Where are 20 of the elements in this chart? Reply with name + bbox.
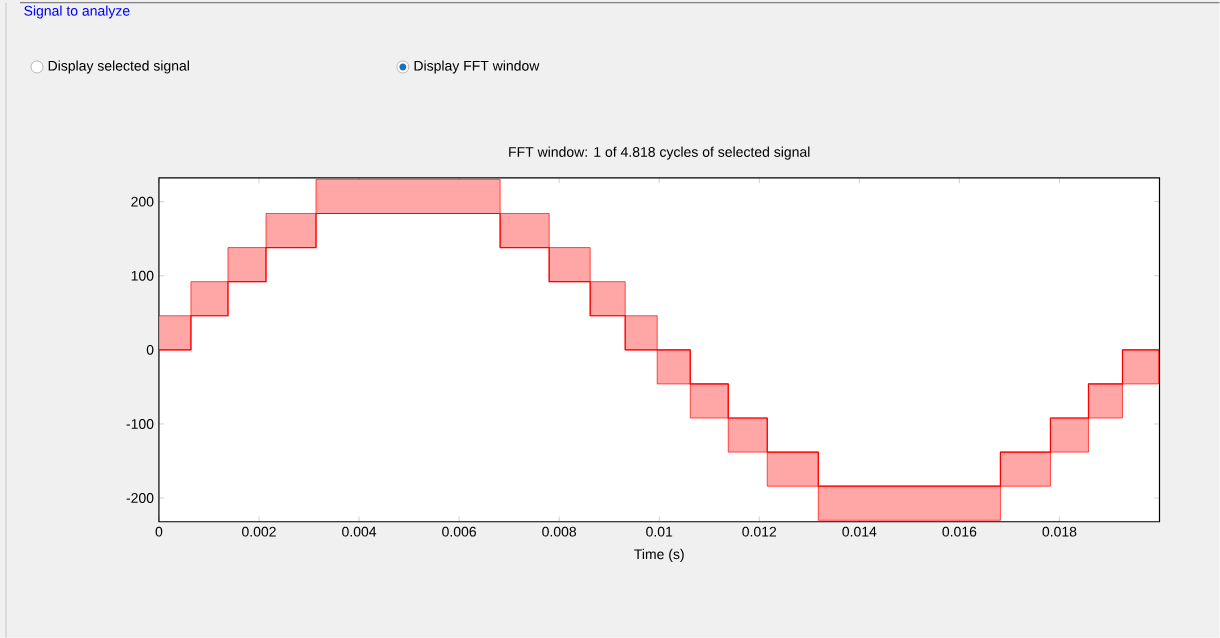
x-tick-label: 0.018 bbox=[1042, 526, 1077, 537]
x-tick-label: 0.01 bbox=[646, 526, 673, 537]
y-tick-label: -100 bbox=[126, 418, 154, 429]
y-tick-label: 200 bbox=[131, 196, 154, 207]
x-axis-title: Time (s) bbox=[634, 548, 684, 562]
x-tick-label: 0.012 bbox=[742, 526, 777, 537]
x-tick-label: 0.016 bbox=[942, 526, 977, 537]
x-tick-label: 0 bbox=[155, 526, 163, 537]
text: Display FFT window bbox=[414, 60, 540, 74]
y-tick-label: 0 bbox=[146, 344, 154, 355]
text: Signal to analyze bbox=[24, 5, 130, 19]
y-tick-label: -200 bbox=[126, 492, 154, 503]
text: Display selected signal bbox=[48, 60, 189, 74]
x-tick-label: 0.004 bbox=[342, 526, 377, 537]
x-tick-label: 0.014 bbox=[842, 526, 877, 537]
x-tick-label: 0.002 bbox=[242, 526, 276, 537]
x-tick-label: 0.008 bbox=[542, 526, 577, 537]
y-tick-label: 100 bbox=[131, 270, 154, 281]
x-tick-label: 0.006 bbox=[442, 526, 476, 537]
chart-title: FFT window: 1 of 4.818 cycles of selected signal bbox=[509, 146, 810, 160]
